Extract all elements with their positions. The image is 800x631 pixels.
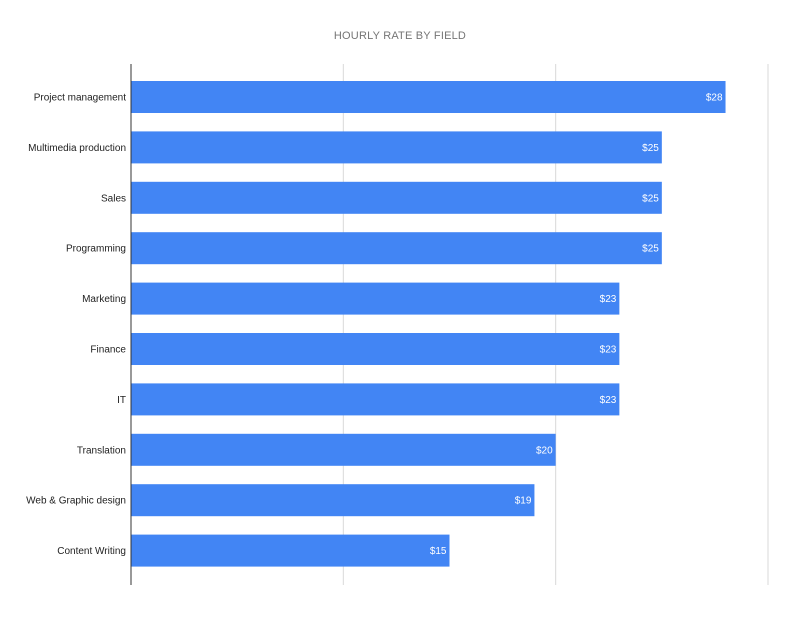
bar <box>131 383 620 416</box>
category-label: Finance <box>90 345 126 356</box>
bar <box>131 181 662 214</box>
bars <box>131 81 726 567</box>
category-label: Web & Graphic design <box>26 496 126 507</box>
data-label: $23 <box>600 395 617 406</box>
bar <box>131 333 620 365</box>
data-label: $23 <box>600 345 617 356</box>
category-label: Content Writing <box>57 546 126 557</box>
bar <box>131 484 535 517</box>
data-label: $19 <box>515 496 532 507</box>
category-label: Marketing <box>82 294 126 305</box>
bar <box>131 282 620 315</box>
bar <box>131 232 662 265</box>
data-label: $25 <box>642 143 659 154</box>
bar <box>131 81 726 113</box>
data-label: $23 <box>600 294 617 305</box>
category-label: Programming <box>66 244 126 255</box>
bar <box>131 433 556 466</box>
value-labels: $28 $25 $25 $25 $23 $23 $23 $20 $19 $15 <box>430 93 723 558</box>
category-label: Project management <box>34 93 126 104</box>
data-label: $25 <box>642 244 659 255</box>
category-labels: Project management Multimedia production S… <box>26 93 126 558</box>
category-label: Translation <box>77 445 126 456</box>
bar <box>131 131 662 164</box>
chart-title: HOURLY RATE BY FIELD <box>333 30 467 42</box>
category-label: IT <box>117 395 126 406</box>
category-label: Sales <box>101 193 126 204</box>
category-label: Multimedia production <box>28 143 126 154</box>
data-label: $25 <box>642 193 659 204</box>
bar <box>131 534 450 567</box>
data-label: $15 <box>430 546 447 557</box>
data-label: $28 <box>706 93 723 104</box>
data-label: $20 <box>536 445 553 456</box>
